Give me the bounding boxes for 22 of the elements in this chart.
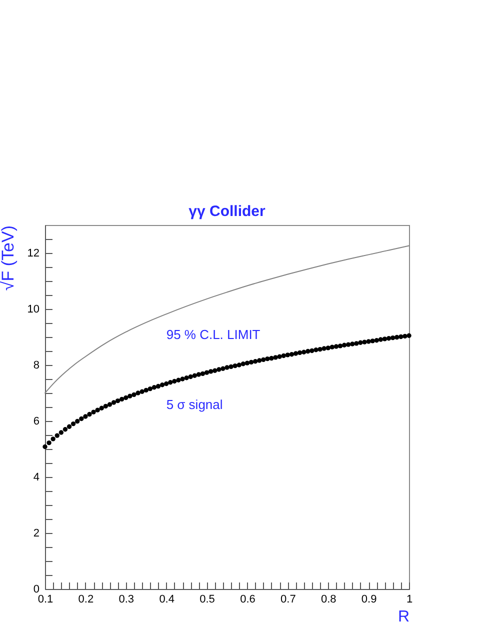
x-tick-label: 0.1: [38, 594, 54, 606]
x-tick-label: 0.5: [200, 594, 215, 606]
x-tick-label: 0.4: [159, 594, 174, 606]
x-tick-label: 0.6: [240, 594, 256, 606]
x-tick-label: 1: [406, 594, 413, 606]
x-tick-label: 0.2: [78, 594, 94, 606]
y-tick-label: 8: [33, 360, 40, 372]
x-axis-title: R: [398, 608, 410, 626]
series-label: 95 % C.L. LIMIT: [166, 327, 260, 342]
x-tick-label: 0.9: [361, 594, 377, 606]
series-label: 5 σ signal: [166, 396, 223, 412]
y-tick-label: 10: [27, 304, 40, 316]
y-tick-label: 2: [33, 528, 40, 540]
y-axis-title: √F (TeV): [0, 226, 18, 291]
y-tick-label: 12: [27, 248, 40, 260]
y-tick-label: 6: [33, 416, 40, 428]
x-tick-label: 0.8: [320, 594, 336, 606]
x-tick-label: 0.7: [280, 594, 296, 606]
y-tick-label: 4: [33, 472, 40, 484]
chart-title: γγ Collider: [188, 203, 266, 220]
x-tick-label: 0.3: [118, 594, 134, 606]
y-tick-label: 0: [33, 584, 40, 596]
